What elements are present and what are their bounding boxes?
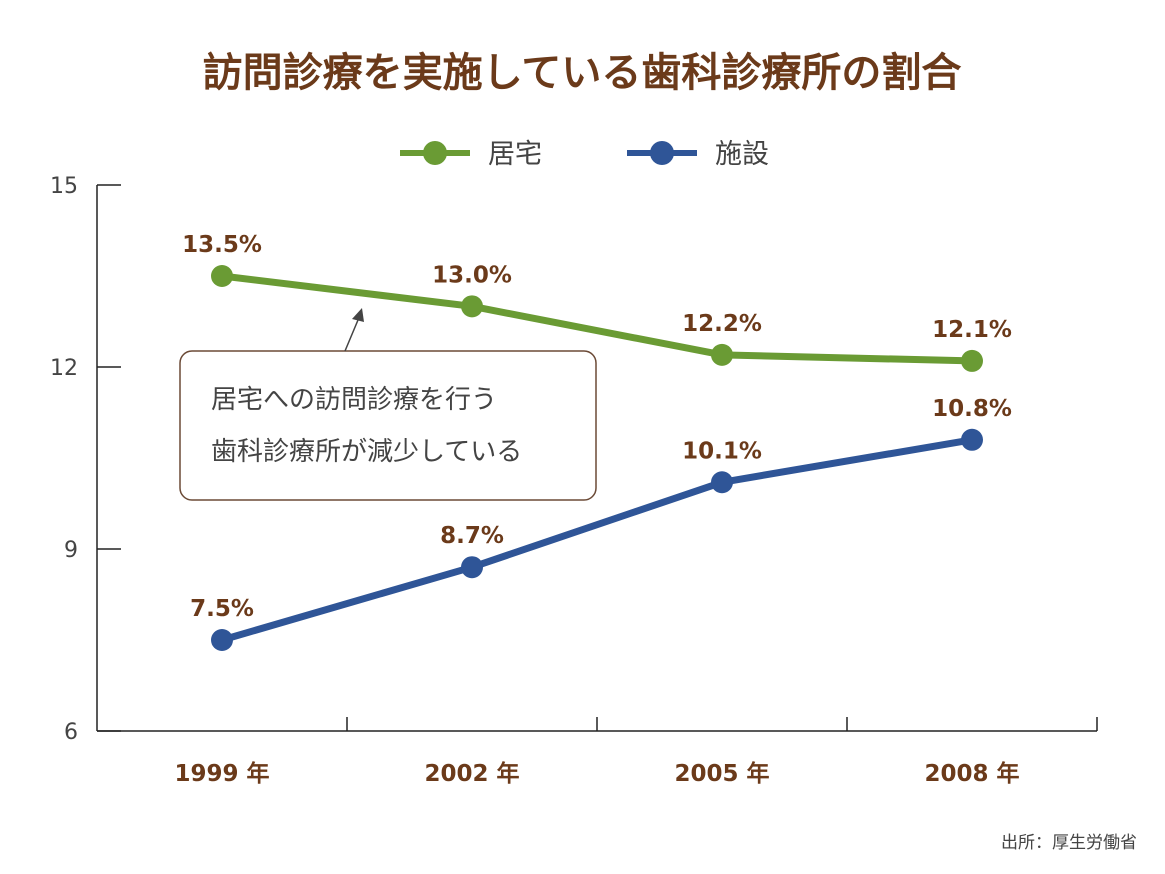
chart-title: 訪問診療を実施している歯科診療所の割合 <box>203 50 962 96</box>
legend-marker-1 <box>650 141 674 165</box>
series-lines: 13.5% 13.0% 12.2% 12.1% 7.5% 8.7% 10.1% 10.8% <box>182 232 1012 651</box>
series-line-1 <box>218 436 976 644</box>
data-point <box>961 428 983 451</box>
data-point <box>711 343 733 366</box>
data-point <box>211 629 233 651</box>
annotation-text-line: 居宅への訪問診療を行う <box>211 385 497 415</box>
x-tick-label: 2002 年 <box>424 760 519 787</box>
x-tick-label: 1999 年 <box>174 760 269 787</box>
annotation-box <box>179 350 597 501</box>
annotation-text-line: 歯科診療所が減少している <box>211 437 522 467</box>
data-label: 13.5% <box>182 232 262 258</box>
data-label: 10.8% <box>932 396 1012 422</box>
data-label: 13.0% <box>432 262 512 288</box>
y-tick-label: 9 <box>64 538 78 563</box>
data-label: 12.1% <box>932 317 1012 343</box>
data-point <box>961 349 983 372</box>
x-tick-label: 2005 年 <box>674 760 769 787</box>
y-tick-label: 15 <box>50 174 78 199</box>
y-tick-label: 12 <box>50 356 78 381</box>
legend-marker-0 <box>423 141 447 165</box>
annotation-pointer <box>344 319 359 352</box>
legend-label-0: 居宅 <box>488 139 542 170</box>
data-point <box>461 556 483 579</box>
x-tick-label: 2008 年 <box>924 760 1019 787</box>
legend-label-1: 施設 <box>715 139 769 170</box>
data-point <box>711 471 733 494</box>
data-point <box>461 295 483 318</box>
series-line-0 <box>218 272 976 365</box>
data-point <box>211 265 233 287</box>
data-label: 8.7% <box>440 523 504 549</box>
arrow-head-icon <box>352 308 364 322</box>
source-note: 出所：厚生労働省 <box>1001 833 1137 853</box>
data-label: 10.1% <box>682 438 762 464</box>
axes: 6 9 12 15 1999 年 2002 年 2005 年 2008 年 <box>50 174 1098 787</box>
data-label: 7.5% <box>190 596 254 622</box>
data-label: 12.2% <box>682 311 762 337</box>
legend: 居宅 施設 <box>400 139 769 170</box>
y-tick-label: 6 <box>64 720 78 745</box>
